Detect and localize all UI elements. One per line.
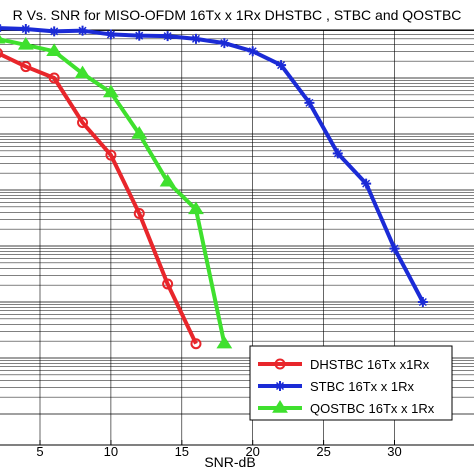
series-line: [0, 26, 425, 303]
data-point: [48, 72, 60, 84]
data-point: [272, 400, 288, 413]
x-tick-labels: 5 10 15 20 25 30: [36, 440, 402, 459]
data-point: [274, 358, 286, 370]
data-point: [159, 173, 176, 187]
data-point: [77, 25, 88, 36]
plot-frame: [0, 29, 474, 446]
data-point: [105, 29, 116, 40]
legend-label: QOSTBC 16Tx x 1Rx: [310, 401, 435, 416]
series-stbc: [0, 23, 428, 307]
data-point: [134, 30, 145, 41]
legend-label: STBC 16Tx x 1Rx: [310, 379, 415, 394]
data-point: [332, 148, 343, 159]
series-line: [0, 51, 198, 345]
data-point: [49, 26, 60, 37]
data-point: [17, 36, 34, 50]
legend-item: STBC 16Tx x 1Rx: [258, 379, 415, 394]
series-line: [0, 37, 227, 345]
data-point: [102, 84, 119, 98]
data-point: [20, 61, 32, 73]
series: [0, 23, 428, 350]
data-point: [417, 297, 428, 307]
x-tick-label: 20: [245, 444, 259, 459]
x-axis-label: SNR-dB: [204, 454, 255, 470]
data-point: [74, 65, 91, 79]
data-point: [247, 46, 258, 57]
x-tick-label: 25: [316, 444, 330, 459]
data-point: [20, 23, 31, 34]
data-point: [216, 335, 233, 349]
data-point: [190, 338, 202, 350]
x-tick-label: 15: [175, 444, 189, 459]
data-point: [0, 34, 6, 44]
data-point: [0, 24, 3, 33]
x-tick-label: 5: [36, 444, 43, 459]
data-point: [275, 381, 285, 391]
data-point: [0, 48, 3, 58]
data-point: [276, 60, 287, 71]
data-point: [389, 243, 400, 254]
chart-title: R Vs. SNR for MISO-OFDM 16Tx x 1Rx DHSTB…: [13, 7, 462, 23]
data-point: [46, 43, 63, 56]
data-point: [133, 208, 145, 220]
x-tick-label: 30: [387, 444, 401, 459]
data-point: [361, 178, 372, 189]
data-point: [188, 201, 204, 215]
data-point: [162, 31, 173, 42]
grid: [0, 30, 474, 445]
data-point: [77, 117, 89, 129]
data-point: [131, 126, 148, 139]
legend-label: DHSTBC 16Tx x1Rx: [310, 357, 430, 372]
data-point: [304, 97, 315, 108]
data-point: [105, 149, 117, 161]
series-qostbc: [0, 34, 233, 349]
series-dhstbc: [0, 48, 202, 350]
legend-item: QOSTBC 16Tx x 1Rx: [258, 400, 435, 416]
legend-item: DHSTBC 16Tx x1Rx: [258, 357, 430, 372]
data-point: [219, 38, 230, 49]
x-tick-label: 10: [104, 444, 118, 459]
legend: DHSTBC 16Tx x1Rx STBC 16Tx x 1Rx QOSTBC 16…: [249, 345, 453, 421]
data-point: [190, 33, 201, 44]
data-point: [162, 278, 174, 290]
